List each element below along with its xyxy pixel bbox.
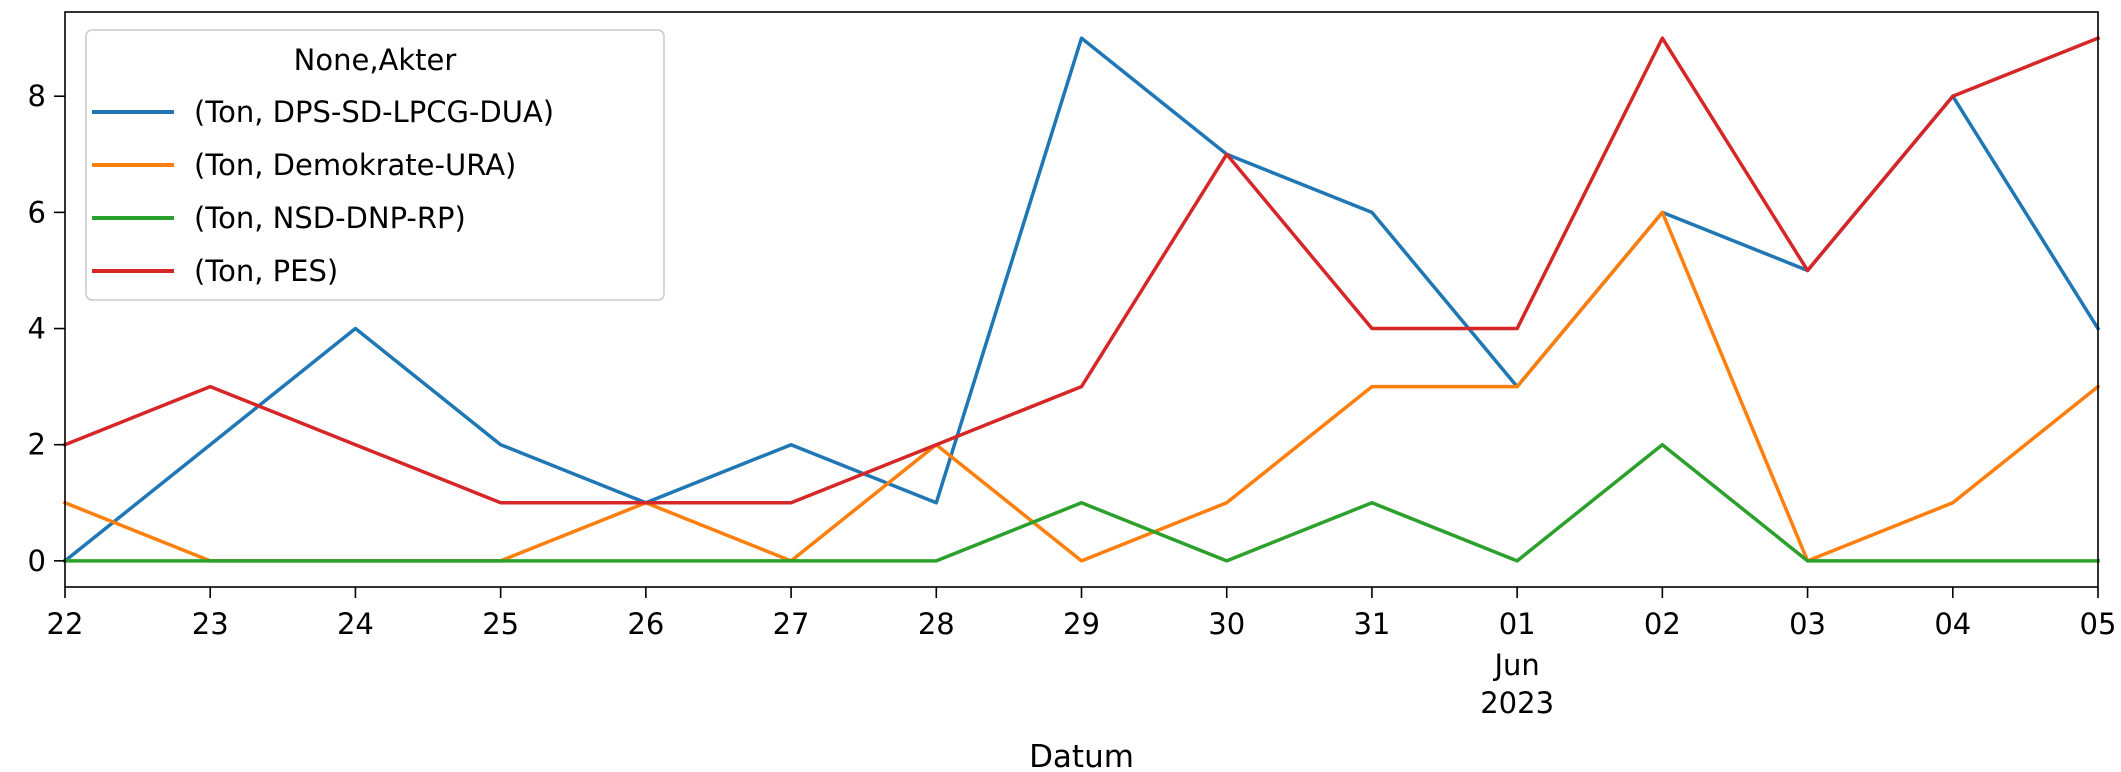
x-tick-label-13: 04 bbox=[1934, 607, 1971, 641]
y-tick-label-3: 6 bbox=[28, 195, 46, 229]
series-line-2 bbox=[63, 442, 2100, 563]
x-tick-label-6: 28 bbox=[918, 607, 955, 641]
x-tick-label-1: 23 bbox=[192, 607, 229, 641]
x-tick-label-12: 03 bbox=[1789, 607, 1826, 641]
x-tick-label-8: 30 bbox=[1208, 607, 1245, 641]
y-tick-label-0: 0 bbox=[28, 544, 46, 578]
x-tick-label-9: 31 bbox=[1353, 607, 1390, 641]
x-month-label: Jun bbox=[1492, 648, 1539, 682]
x-tick-label-14: 05 bbox=[2080, 607, 2117, 641]
legend-label-3: (Ton, PES) bbox=[194, 254, 338, 288]
y-tick-label-2: 4 bbox=[28, 312, 46, 346]
x-tick-label-11: 02 bbox=[1644, 607, 1681, 641]
plot-layer: 22 23 24 25 26 27 28 29 30 31 01 02 03 04 05Jun2023024… bbox=[28, 11, 2117, 772]
legend-title: None,Akter bbox=[294, 43, 457, 77]
series-line-0 bbox=[62, 36, 2101, 564]
legend: None,Akter (Ton, DPS-SD-LPCG-DUA) (Ton, De… bbox=[85, 29, 665, 301]
x-tick-label-3: 25 bbox=[482, 607, 519, 641]
x-tick-label-10: 01 bbox=[1499, 607, 1536, 641]
series-line-3 bbox=[62, 35, 2101, 505]
x-tick-label-2: 24 bbox=[337, 607, 374, 641]
x-axis-label: Datum bbox=[1029, 739, 1134, 772]
x-year-label: 2023 bbox=[1480, 686, 1554, 720]
x-tick-label-5: 27 bbox=[773, 607, 810, 641]
x-tick-label-7: 29 bbox=[1063, 607, 1100, 641]
y-tick-label-4: 8 bbox=[28, 79, 46, 113]
x-tick-label-0: 22 bbox=[47, 607, 84, 641]
legend-box bbox=[85, 29, 665, 301]
legend-label-0: (Ton, DPS-SD-LPCG-DUA) bbox=[194, 95, 554, 129]
x-tick-label-4: 26 bbox=[627, 607, 664, 641]
legend-label-1: (Ton, Demokrate-URA) bbox=[194, 148, 516, 182]
y-tick-label-1: 2 bbox=[28, 428, 46, 462]
legend-label-2: (Ton, NSD-DNP-RP) bbox=[194, 201, 466, 235]
